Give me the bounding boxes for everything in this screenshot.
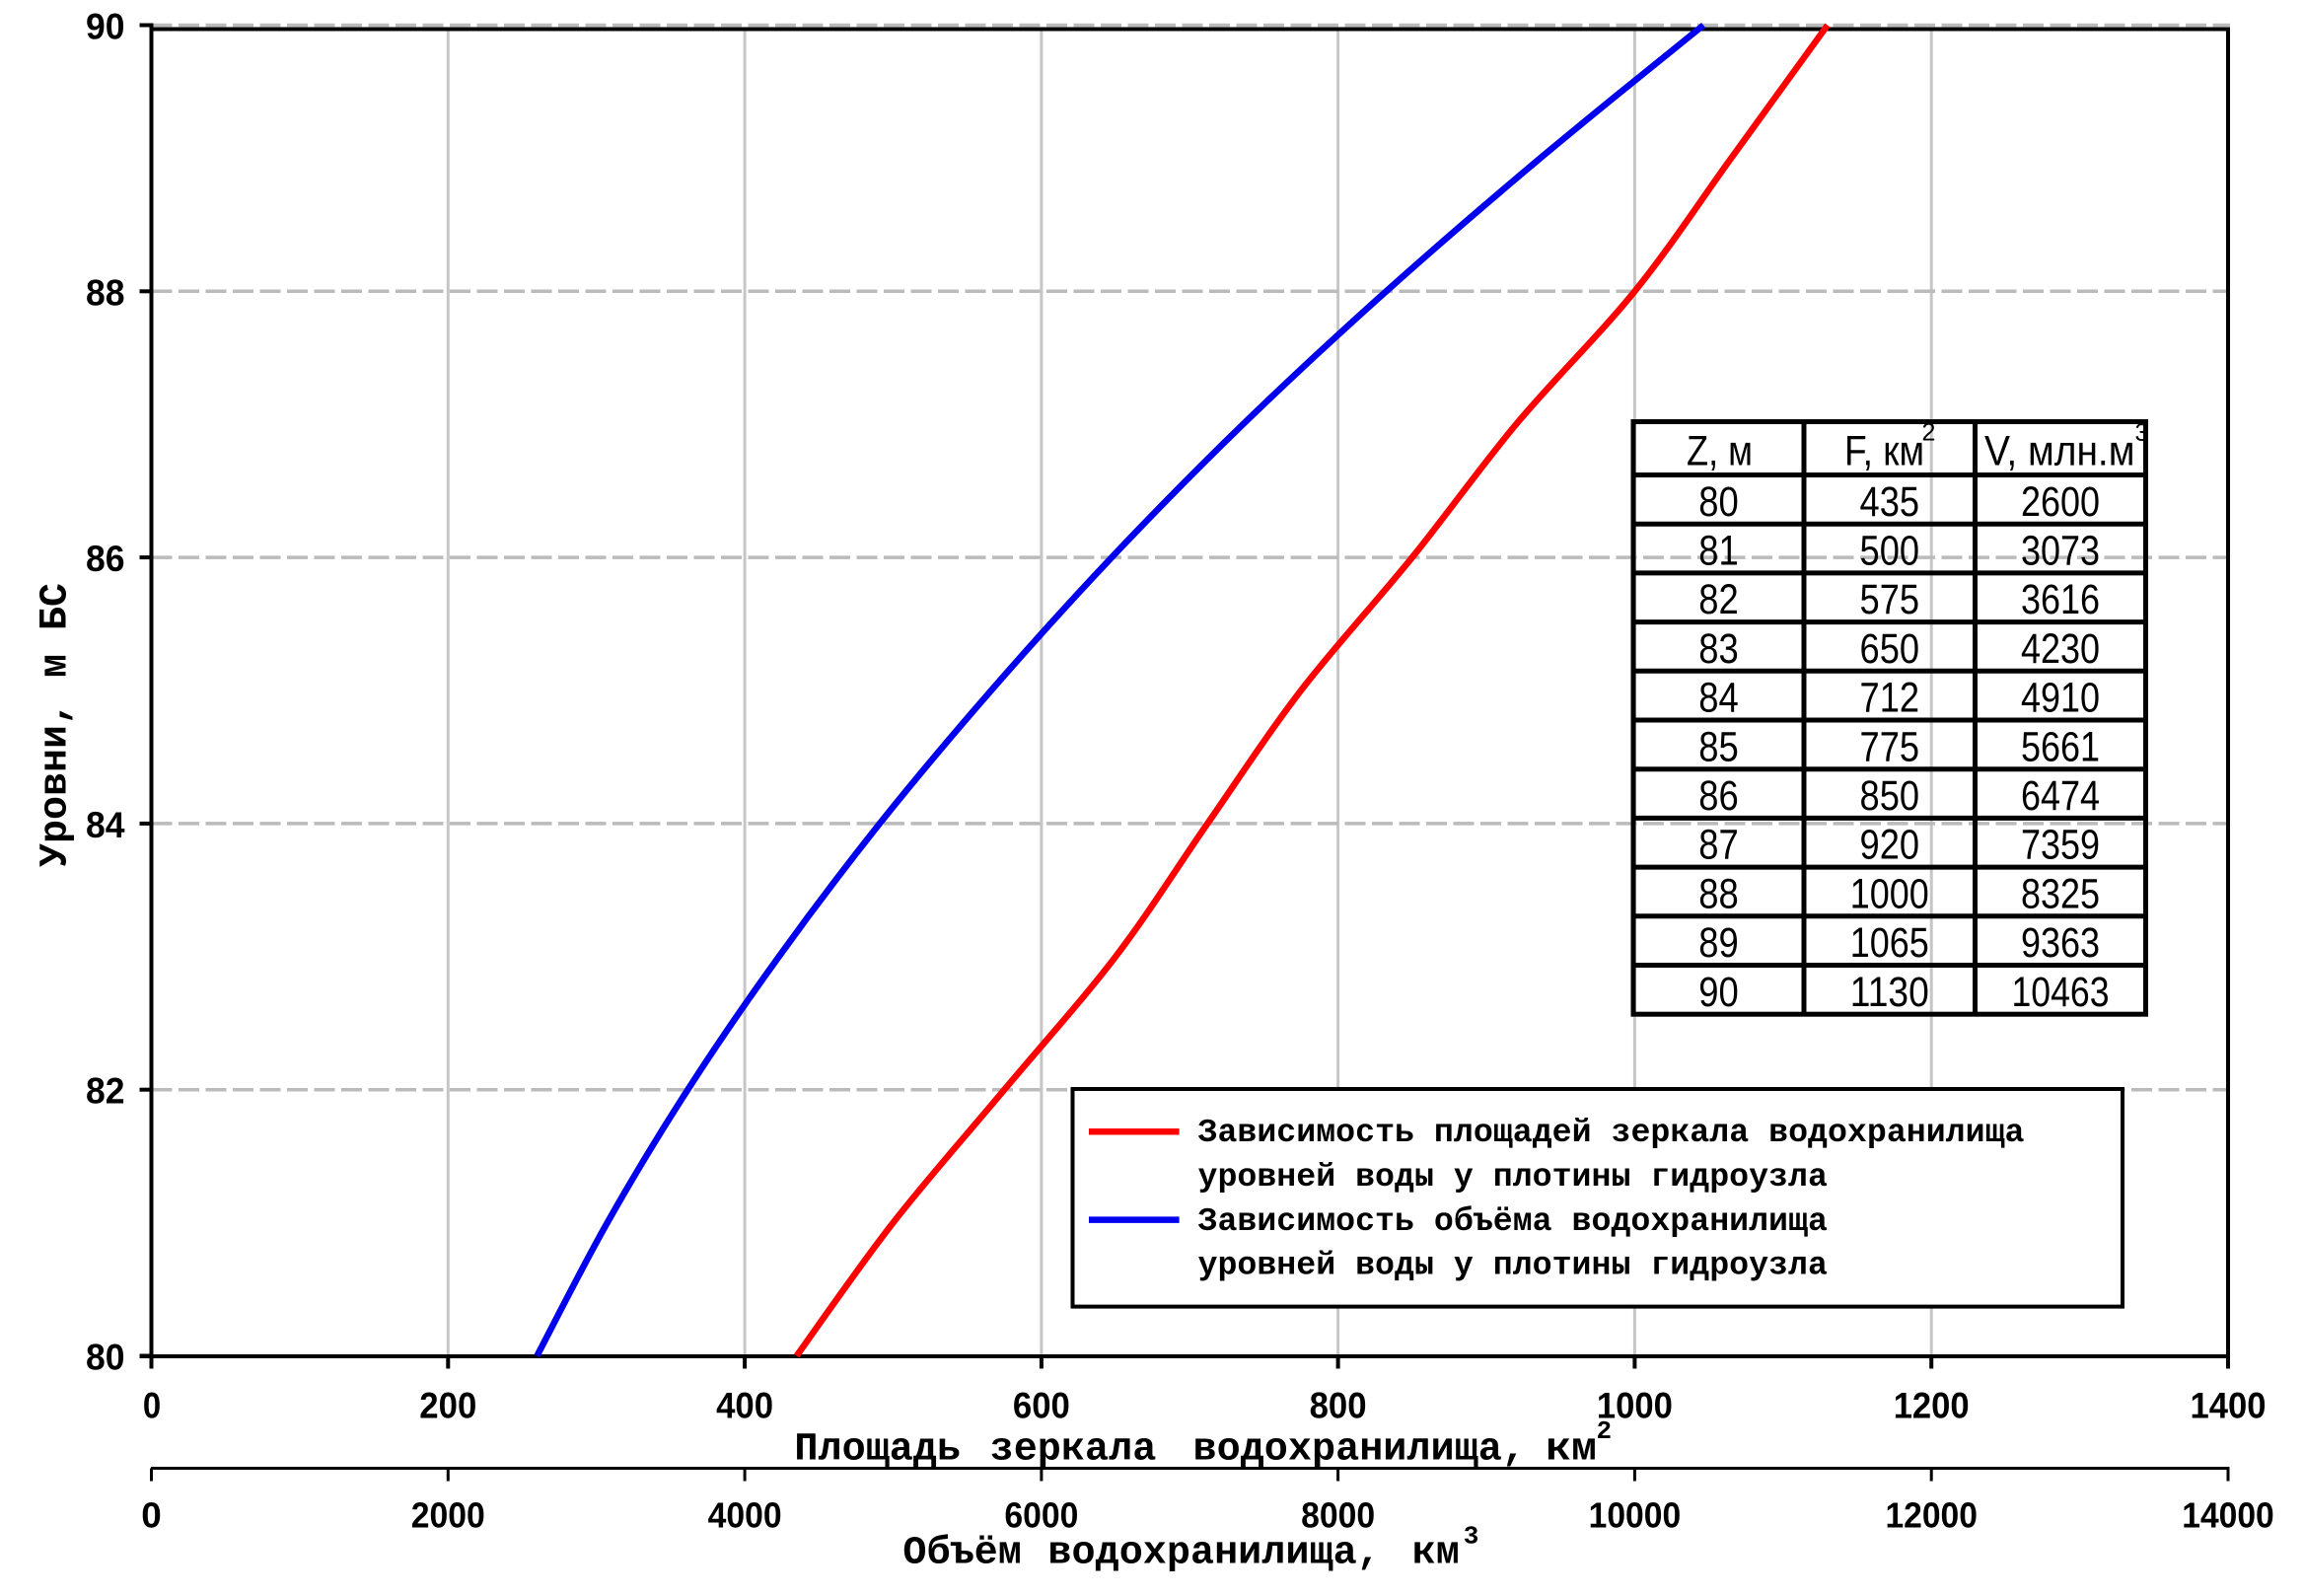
svg-text:10000: 10000 <box>1589 1494 1682 1535</box>
svg-text:водохранилища,: водохранилища, <box>1047 1532 1380 1576</box>
svg-text:84: 84 <box>86 804 125 845</box>
svg-text:км: км <box>1546 1428 1597 1473</box>
svg-text:8325: 8325 <box>2021 870 2100 917</box>
svg-text:1400: 1400 <box>2191 1385 2267 1426</box>
svg-text:80: 80 <box>1698 478 1739 526</box>
svg-text:89: 89 <box>1698 919 1739 967</box>
svg-text:500: 500 <box>1860 528 1920 575</box>
svg-text:0: 0 <box>141 1494 162 1535</box>
svg-text:3: 3 <box>2135 419 2149 447</box>
svg-text:1000: 1000 <box>1597 1385 1673 1426</box>
svg-text:2: 2 <box>1597 1416 1613 1446</box>
svg-text:2: 2 <box>1922 419 1936 447</box>
svg-text:87: 87 <box>1698 822 1739 869</box>
svg-text:850: 850 <box>1860 772 1920 820</box>
svg-text:775: 775 <box>1860 723 1920 770</box>
svg-text:4910: 4910 <box>2021 675 2100 722</box>
svg-text:2000: 2000 <box>411 1494 485 1535</box>
svg-text:400: 400 <box>716 1385 773 1426</box>
svg-text:уровней воды у плотины гидроуз: уровней воды у плотины гидроузла <box>1198 1247 1828 1284</box>
svg-text:920: 920 <box>1860 822 1920 869</box>
svg-text:10463: 10463 <box>2012 969 2110 1016</box>
svg-text:8000: 8000 <box>1301 1494 1375 1535</box>
svg-text:Z, м: Z, м <box>1687 428 1753 475</box>
svg-text:3073: 3073 <box>2021 528 2100 575</box>
svg-text:Зависимость объёма водохранили: Зависимость объёма водохранилища <box>1198 1203 1828 1241</box>
svg-text:800: 800 <box>1310 1385 1367 1426</box>
svg-text:82: 82 <box>1698 576 1739 623</box>
svg-text:водохранилища,: водохранилища, <box>1193 1428 1526 1473</box>
svg-text:6000: 6000 <box>1004 1494 1078 1535</box>
svg-text:83: 83 <box>1698 625 1739 673</box>
svg-text:9363: 9363 <box>2021 919 2100 967</box>
svg-text:14000: 14000 <box>2182 1494 2274 1535</box>
svg-text:82: 82 <box>86 1070 125 1112</box>
svg-text:85: 85 <box>1698 723 1739 770</box>
svg-text:Объём: Объём <box>902 1532 1022 1576</box>
svg-text:1200: 1200 <box>1894 1385 1970 1426</box>
svg-text:80: 80 <box>86 1337 125 1378</box>
svg-text:Площадь: Площадь <box>794 1428 961 1473</box>
svg-text:84: 84 <box>1698 675 1739 722</box>
svg-text:4230: 4230 <box>2021 625 2100 673</box>
svg-text:12000: 12000 <box>1885 1494 1978 1535</box>
svg-text:600: 600 <box>1013 1385 1070 1426</box>
svg-text:200: 200 <box>419 1385 476 1426</box>
svg-text:2600: 2600 <box>2021 478 2100 526</box>
svg-text:90: 90 <box>86 6 125 47</box>
svg-text:уровней воды у плотины гидроуз: уровней воды у плотины гидроузла <box>1198 1159 1828 1197</box>
svg-text:1065: 1065 <box>1850 919 1929 967</box>
svg-text:88: 88 <box>86 271 125 313</box>
svg-text:81: 81 <box>1698 528 1739 575</box>
svg-text:435: 435 <box>1860 478 1920 526</box>
svg-text:км: км <box>1412 1532 1460 1576</box>
svg-text:F, км: F, км <box>1844 428 1924 475</box>
svg-text:650: 650 <box>1860 625 1920 673</box>
svg-text:712: 712 <box>1860 675 1920 722</box>
svg-text:86: 86 <box>86 538 125 579</box>
svg-text:90: 90 <box>1698 969 1739 1016</box>
svg-text:3616: 3616 <box>2021 576 2100 623</box>
svg-text:зеркала: зеркала <box>990 1428 1157 1473</box>
svg-text:1000: 1000 <box>1850 870 1929 917</box>
svg-text:Зависимость площадей зеркала в: Зависимость площадей зеркала водохранили… <box>1198 1115 2025 1152</box>
svg-text:5661: 5661 <box>2021 723 2100 770</box>
svg-text:3: 3 <box>1464 1521 1479 1551</box>
svg-text:86: 86 <box>1698 772 1739 820</box>
svg-text:Уровни, м БС: Уровни, м БС <box>35 583 79 867</box>
svg-text:575: 575 <box>1860 576 1920 623</box>
svg-text:6474: 6474 <box>2021 772 2100 820</box>
svg-text:0: 0 <box>143 1385 161 1426</box>
svg-text:4000: 4000 <box>708 1494 782 1535</box>
svg-text:V, млн.м: V, млн.м <box>1984 428 2135 475</box>
svg-text:1130: 1130 <box>1850 969 1929 1016</box>
svg-text:7359: 7359 <box>2021 822 2100 869</box>
svg-text:88: 88 <box>1698 870 1739 917</box>
